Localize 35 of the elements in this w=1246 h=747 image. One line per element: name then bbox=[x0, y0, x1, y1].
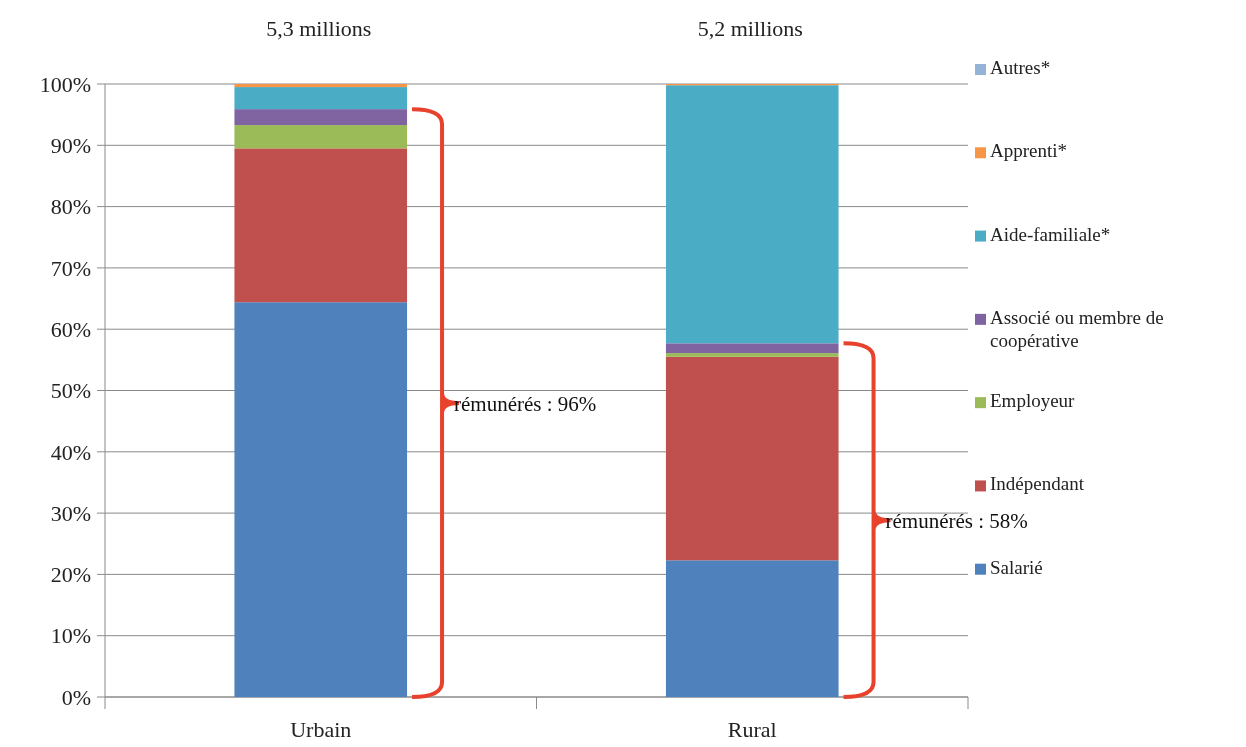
y-tick-label: 80% bbox=[50, 194, 91, 220]
bar bbox=[665, 560, 839, 697]
bar bbox=[234, 125, 408, 149]
bar bbox=[234, 302, 408, 697]
bar bbox=[665, 356, 839, 561]
y-tick-label: 70% bbox=[50, 255, 91, 281]
annotation: rémunérés : 96% bbox=[454, 392, 597, 417]
y-tick-label: 10% bbox=[50, 623, 91, 649]
legend-label: Apprenti* bbox=[990, 140, 1068, 162]
legend-label: Autres* bbox=[990, 57, 1051, 78]
y-tick-label: 0% bbox=[61, 684, 91, 710]
y-tick-label: 50% bbox=[50, 378, 91, 404]
y-tick-label: 20% bbox=[50, 562, 91, 588]
annotation: rémunérés : 58% bbox=[885, 509, 1028, 534]
legend-label: Associé ou membre de coopérative bbox=[990, 306, 1164, 351]
legend-label: Indépendant bbox=[990, 473, 1085, 495]
legend-label: Aide-familiale* bbox=[990, 223, 1111, 245]
text: 5,3 millions bbox=[266, 16, 372, 41]
bar bbox=[665, 85, 839, 344]
x-tick-label: Urbain bbox=[290, 717, 352, 742]
bar bbox=[234, 148, 408, 303]
text: 5,2 millions bbox=[697, 16, 803, 41]
x-tick-label: Rural bbox=[727, 717, 777, 742]
bar bbox=[234, 109, 408, 126]
bar bbox=[234, 87, 408, 110]
legend-label: Salarié bbox=[990, 556, 1043, 578]
y-tick-label: 60% bbox=[50, 316, 91, 342]
bar bbox=[665, 353, 839, 357]
y-tick-label: 90% bbox=[50, 133, 91, 158]
legend-label: Employeur bbox=[990, 390, 1076, 412]
y-tick-label: 100% bbox=[39, 71, 91, 97]
bar bbox=[665, 343, 839, 354]
bar bbox=[234, 84, 408, 88]
y-tick-label: 40% bbox=[50, 439, 91, 465]
y-tick-label: 30% bbox=[50, 500, 91, 526]
